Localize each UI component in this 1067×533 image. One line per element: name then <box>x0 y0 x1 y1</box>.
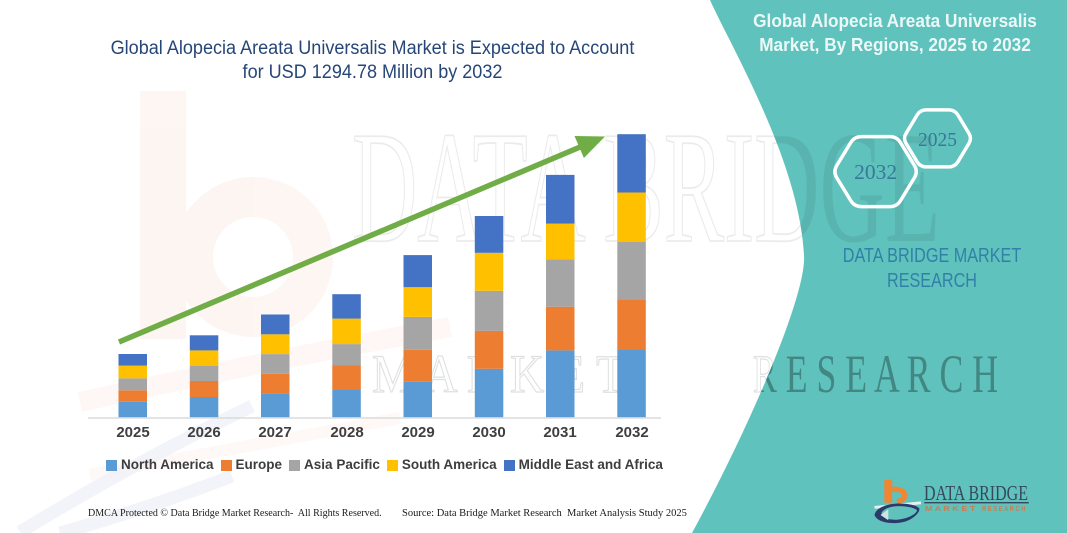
svg-text:R E S E A R C H: R E S E A R C H <box>982 504 1026 513</box>
svg-text:M A R K E T: M A R K E T <box>925 504 976 513</box>
svg-text:DATA BRIDGE: DATA BRIDGE <box>924 481 1028 505</box>
svg-text:2025: 2025 <box>918 130 957 151</box>
svg-text:2032: 2032 <box>854 160 897 184</box>
svg-text:R E S E A R C H: R E S E A R C H <box>753 344 998 404</box>
